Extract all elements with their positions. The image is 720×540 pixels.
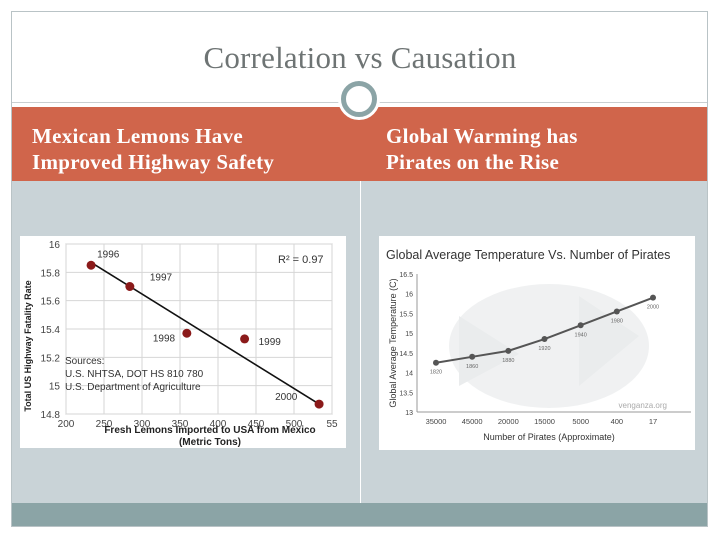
slide-frame <box>11 11 708 527</box>
lemons-point-label: 1997 <box>150 273 173 284</box>
lemons-y-tick-label: 15.2 <box>41 353 61 364</box>
lemons-point <box>125 282 135 291</box>
pirates-point-label: 1880 <box>502 358 514 364</box>
lemons-point <box>86 260 96 270</box>
pirates-chart: Global Average Temperature Vs. Number of… <box>379 236 695 450</box>
pirates-point <box>433 359 439 366</box>
lemons-point-label: 2000 <box>275 392 298 403</box>
pirates-x-label: Number of Pirates (Approximate) <box>483 432 615 442</box>
lemons-grid <box>65 243 333 415</box>
lemons-point-label: 1999 <box>259 337 282 348</box>
pirates-x-tick-label: 17 <box>649 417 657 426</box>
pirates-point <box>577 322 584 329</box>
column-divider <box>360 181 361 503</box>
lemons-sources-title: Sources: <box>65 356 104 367</box>
lemons-y-tick-label: 16 <box>49 240 61 251</box>
pirates-y-tick-label: 13.5 <box>399 390 413 397</box>
pirates-point <box>541 336 548 343</box>
lemons-x-tick-label: 250 <box>96 419 113 430</box>
lemons-y-ticks: 14.8 15 15.2 15.4 15.6 15.8 16 <box>41 240 61 421</box>
lemons-y-label: Total US Highway Fatality Rate <box>23 280 33 411</box>
pirates-chart-svg: Global Average Temperature Vs. Number of… <box>386 248 691 442</box>
lemons-x-tick-label: 55 <box>326 419 338 430</box>
pirates-x-ticks: 35000 45000 20000 15000 5000 400 17 <box>426 417 658 426</box>
pirates-y-tick-label: 16 <box>405 292 413 299</box>
left-heading: Mexican Lemons Have Improved Highway Saf… <box>32 123 332 175</box>
pirates-x-tick-label: 20000 <box>498 417 519 426</box>
pirates-point-label: 1980 <box>611 318 623 324</box>
pirates-x-tick-label: 35000 <box>426 417 447 426</box>
lemons-x-tick-label: 500 <box>286 419 303 430</box>
lemons-y-tick-label: 15.4 <box>41 325 61 336</box>
right-heading: Global Warming has Pirates on the Rise <box>386 123 686 175</box>
pirates-watermark-shape <box>449 284 649 408</box>
lemons-source-2: U.S. Department of Agriculture <box>65 382 201 393</box>
pirates-y-tick-label: 15.5 <box>399 311 413 318</box>
pirates-point-label: 1940 <box>575 332 587 338</box>
lemons-point-label: 1996 <box>97 249 120 260</box>
pirates-x-tick-label: 15000 <box>534 417 555 426</box>
lemons-x-tick-label: 450 <box>248 419 265 430</box>
slide-title: Correlation vs Causation <box>203 40 517 75</box>
lemons-source-1: U.S. NHTSA, DOT HS 810 780 <box>65 369 204 380</box>
lemons-chart: 14.8 15 15.2 15.4 15.6 15.8 16 200 250 300 350 400… <box>20 236 346 448</box>
right-heading-line1: Global Warming has <box>386 124 578 148</box>
lemons-x-tick-label: 200 <box>58 419 75 430</box>
pirates-point <box>613 308 620 315</box>
lemons-y-tick-label: 15 <box>49 382 61 393</box>
lemons-point <box>240 334 250 344</box>
pirates-y-tick-label: 16.5 <box>399 272 413 279</box>
pirates-point-label: 1920 <box>538 346 550 352</box>
lemons-point <box>182 328 192 338</box>
left-heading-line1: Mexican Lemons Have <box>32 124 244 148</box>
ring-ornament-icon <box>341 81 377 117</box>
lemons-r2-label: R² = 0.97 <box>278 254 324 266</box>
right-heading-line2: Pirates on the Rise <box>386 150 560 174</box>
pirates-y-tick-label: 13 <box>405 410 413 417</box>
pirates-x-tick-label: 5000 <box>572 417 589 426</box>
lemons-x-ticks: 200 250 300 350 400 450 500 55 <box>58 419 338 430</box>
pirates-title: Global Average Temperature Vs. Number of… <box>386 248 670 262</box>
pirates-y-tick-label: 14.5 <box>399 351 413 358</box>
pirates-point <box>505 347 512 354</box>
pirates-point-label: 2000 <box>647 305 659 311</box>
lemons-x-tick-label: 300 <box>134 419 151 430</box>
pirates-point <box>650 294 656 301</box>
pirates-y-tick-label: 14 <box>405 371 413 378</box>
lemons-y-tick-label: 15.6 <box>41 297 61 308</box>
lemons-chart-svg: 14.8 15 15.2 15.4 15.6 15.8 16 200 250 300 350 400… <box>23 240 338 448</box>
lemons-point-label: 1998 <box>153 333 176 344</box>
pirates-x-tick-label: 45000 <box>462 417 483 426</box>
lemons-x-label: Fresh Lemons Imported to USA from Mexico <box>104 425 315 436</box>
pirates-watermark: venganza.org <box>619 401 667 410</box>
pirates-point-label: 1860 <box>466 364 478 370</box>
pirates-point <box>469 353 476 360</box>
lemons-point <box>314 399 324 409</box>
footer-bar <box>12 503 707 526</box>
lemons-x-label-line2: (Metric Tons) <box>179 437 241 448</box>
lemons-x-tick-label: 400 <box>210 419 227 430</box>
pirates-y-ticks: 13 13.5 14 14.5 15 15.5 16 16.5 <box>399 272 413 417</box>
left-heading-line2: Improved Highway Safety <box>32 150 275 174</box>
pirates-y-label: Global Average Temperature (C) <box>388 278 398 407</box>
lemons-y-tick-label: 15.8 <box>41 268 61 279</box>
lemons-y-tick-label: 14.8 <box>41 410 61 421</box>
lemons-x-tick-label: 350 <box>172 419 189 430</box>
pirates-point-label: 1820 <box>430 370 442 376</box>
pirates-x-tick-label: 400 <box>611 417 624 426</box>
pirates-y-tick-label: 15 <box>405 331 413 338</box>
lemons-points: 1996 1997 1998 1999 2000 <box>86 249 324 409</box>
pirates-points: 1820 1860 1880 1920 1940 1980 2000 <box>430 294 659 376</box>
